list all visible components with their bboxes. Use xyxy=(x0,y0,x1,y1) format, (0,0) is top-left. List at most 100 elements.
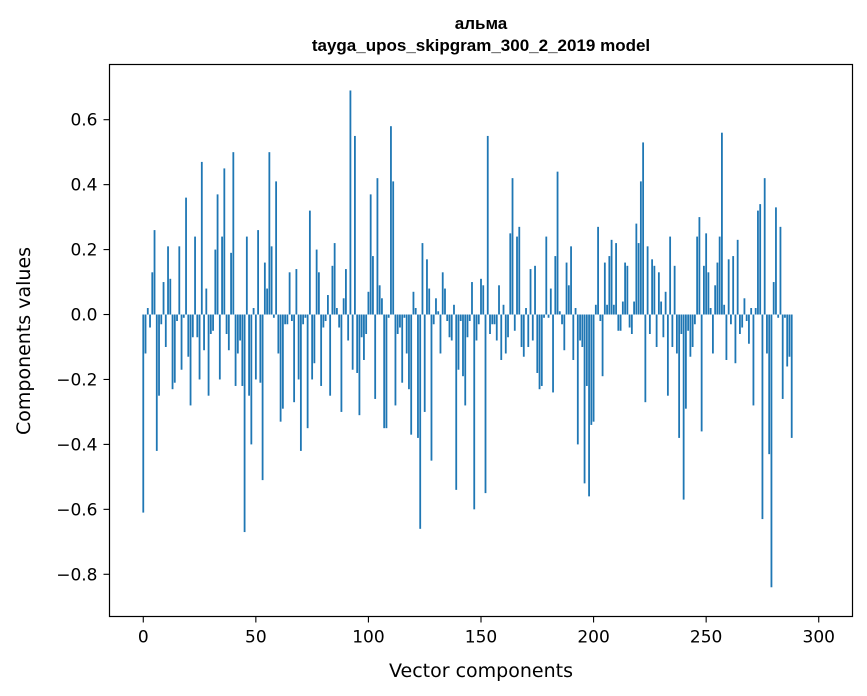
bar-177 xyxy=(540,314,543,386)
bar-206 xyxy=(606,304,608,315)
bar-274 xyxy=(759,204,762,315)
bar-123 xyxy=(419,314,422,529)
bar-184 xyxy=(556,171,559,315)
bar-270 xyxy=(750,308,753,315)
bar-259 xyxy=(725,314,728,360)
bar-195 xyxy=(581,314,584,347)
bar-67 xyxy=(293,314,296,403)
bar-11 xyxy=(167,246,169,315)
bar-196 xyxy=(583,314,586,484)
y-tick-label: −0.8 xyxy=(56,565,97,585)
bar-118 xyxy=(408,314,410,390)
chart-subtitle: tayga_upos_skipgram_300_2_2019 model xyxy=(312,36,650,55)
bar-232 xyxy=(664,291,667,315)
bar-223 xyxy=(644,314,647,403)
bar-111 xyxy=(392,181,395,315)
bar-82 xyxy=(327,295,329,315)
bar-126 xyxy=(426,259,428,315)
y-axis-label: Components values xyxy=(13,247,35,435)
bar-131 xyxy=(437,311,440,315)
bar-34 xyxy=(218,314,221,380)
bar-38 xyxy=(227,314,230,351)
bar-284 xyxy=(781,314,784,399)
bar-146 xyxy=(471,282,473,315)
plot-frame xyxy=(108,63,854,618)
bar-147 xyxy=(473,314,476,510)
bar-50 xyxy=(254,314,257,380)
bar-269 xyxy=(748,314,750,344)
bar-280 xyxy=(772,282,775,315)
bar-106 xyxy=(381,298,383,315)
bar-171 xyxy=(527,314,530,347)
bar-120 xyxy=(412,291,415,315)
bar-79 xyxy=(320,314,323,386)
bar-230 xyxy=(660,301,663,315)
bar-257 xyxy=(721,132,723,315)
bar-96 xyxy=(358,314,361,416)
bar-124 xyxy=(421,243,424,315)
y-tick-label: 0.0 xyxy=(70,306,97,326)
bar-255 xyxy=(716,262,719,315)
bar-252 xyxy=(709,308,712,315)
bar-249 xyxy=(703,265,705,315)
bar-175 xyxy=(536,314,539,373)
bar-137 xyxy=(450,314,453,341)
bar-214 xyxy=(624,262,626,315)
x-axis-label: Vector components xyxy=(389,660,573,682)
bar-229 xyxy=(657,272,660,315)
chart-title: альма xyxy=(455,14,508,33)
bar-282 xyxy=(777,314,780,318)
bar-104 xyxy=(376,178,379,315)
y-tick-label: 0.4 xyxy=(70,176,97,196)
bar-63 xyxy=(284,314,287,325)
bar-18 xyxy=(182,314,185,318)
bar-247 xyxy=(698,217,701,315)
bar-92 xyxy=(349,90,352,315)
bar-99 xyxy=(365,314,368,334)
bar-222 xyxy=(642,142,645,315)
bar-198 xyxy=(588,314,590,497)
bar-170 xyxy=(525,308,527,315)
bar-276 xyxy=(763,178,766,315)
bar-264 xyxy=(736,239,739,315)
bar-191 xyxy=(572,314,575,360)
bar-65 xyxy=(288,272,291,315)
bar-135 xyxy=(446,314,449,322)
bar-105 xyxy=(378,285,381,315)
bar-9 xyxy=(162,282,165,315)
bar-47 xyxy=(248,314,250,396)
bar-241 xyxy=(684,314,687,409)
bar-173 xyxy=(531,314,534,341)
bar-8 xyxy=(160,314,163,325)
bar-6 xyxy=(155,314,158,451)
bar-260 xyxy=(727,259,730,315)
bar-143 xyxy=(464,314,467,406)
bar-238 xyxy=(678,314,681,438)
bar-244 xyxy=(691,314,694,347)
bar-58 xyxy=(272,314,275,318)
bar-265 xyxy=(739,314,741,334)
bar-16 xyxy=(178,246,181,315)
bar-167 xyxy=(518,226,521,315)
bar-199 xyxy=(590,314,593,425)
bar-208 xyxy=(610,239,613,315)
bar-138 xyxy=(453,304,455,315)
bar-94 xyxy=(354,135,356,315)
bar-227 xyxy=(653,265,656,315)
bar-109 xyxy=(387,314,390,318)
bar-110 xyxy=(390,126,392,315)
bar-60 xyxy=(277,314,280,354)
bar-5 xyxy=(153,230,156,315)
bar-0 xyxy=(142,314,145,513)
bar-28 xyxy=(205,288,208,315)
bar-27 xyxy=(203,314,205,351)
bar-267 xyxy=(743,298,746,315)
bar-139 xyxy=(455,314,458,490)
bar-246 xyxy=(696,236,699,315)
bar-43 xyxy=(239,314,241,341)
bar-108 xyxy=(385,314,388,429)
bar-2 xyxy=(146,308,149,315)
bar-22 xyxy=(191,314,194,338)
bar-224 xyxy=(646,246,649,315)
